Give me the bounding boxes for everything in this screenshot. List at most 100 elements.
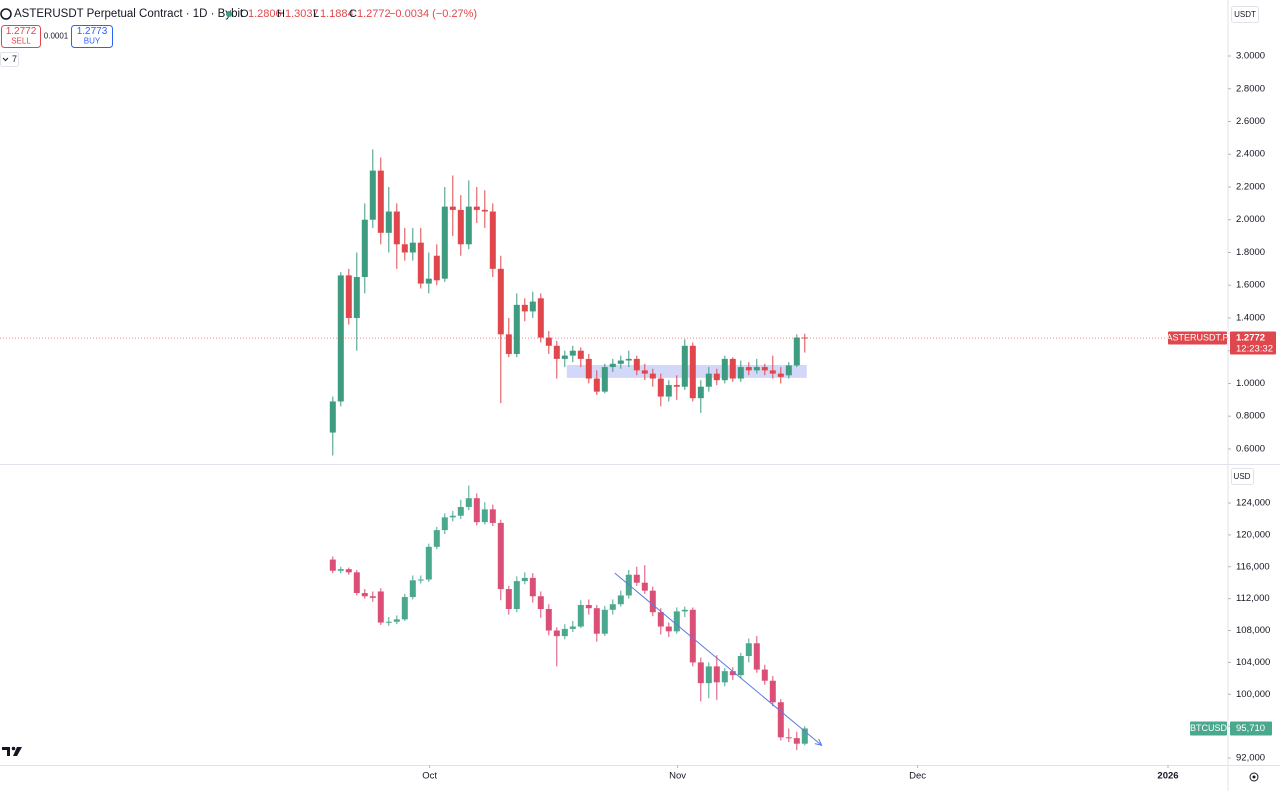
candle-body bbox=[481, 209, 488, 212]
candle-body bbox=[593, 378, 600, 392]
y-tick-label: 2.0000 bbox=[1236, 214, 1265, 225]
countdown: 12:23:32 bbox=[1236, 344, 1273, 355]
currency-box[interactable] bbox=[1231, 468, 1254, 485]
candle-body bbox=[641, 582, 648, 591]
ohlc-h: H bbox=[277, 8, 285, 20]
candle-body bbox=[697, 662, 704, 684]
candle-body bbox=[529, 577, 536, 597]
x-tick-label: Oct bbox=[422, 771, 437, 782]
candle-body bbox=[617, 595, 624, 605]
candle-body bbox=[585, 358, 592, 379]
candle-body bbox=[385, 211, 392, 233]
candle-body bbox=[601, 609, 608, 634]
candle-body bbox=[513, 581, 520, 610]
candle-body bbox=[489, 509, 496, 523]
candle-body bbox=[401, 597, 408, 620]
y-tick-label: 120,000 bbox=[1236, 529, 1270, 540]
candles bbox=[329, 149, 808, 456]
candle-body bbox=[409, 242, 416, 253]
candle-body bbox=[457, 506, 464, 516]
candle-body bbox=[441, 517, 448, 531]
candle-body bbox=[345, 569, 352, 573]
candle-body bbox=[561, 355, 568, 359]
sell-price: 1.2772 bbox=[6, 26, 37, 37]
candle-body bbox=[361, 593, 368, 597]
candle-body bbox=[769, 680, 776, 703]
candles bbox=[329, 485, 808, 751]
candle-body bbox=[481, 509, 488, 523]
candle-body bbox=[345, 275, 352, 318]
candle-body bbox=[401, 244, 408, 253]
candle-body bbox=[569, 626, 576, 629]
symbol-tag bbox=[1190, 721, 1227, 736]
candle-body bbox=[729, 358, 736, 379]
candle-body bbox=[649, 590, 656, 613]
candle-body bbox=[665, 626, 672, 632]
buy-label: BUY bbox=[84, 37, 101, 46]
ohlc-change: −0.0034 (−0.27%) bbox=[389, 8, 477, 20]
candle-body bbox=[513, 304, 520, 354]
candle-body bbox=[665, 385, 672, 397]
indicators-toggle[interactable] bbox=[0, 52, 19, 67]
candle-body bbox=[377, 591, 384, 623]
candle-body bbox=[657, 378, 664, 397]
candle-body bbox=[793, 738, 800, 744]
candle-body bbox=[497, 268, 504, 335]
buy-button[interactable] bbox=[71, 25, 113, 48]
buy-price: 1.2773 bbox=[77, 26, 108, 37]
settings-icon[interactable] bbox=[1249, 772, 1259, 782]
candle-body bbox=[449, 206, 456, 210]
currency-top: USDT bbox=[1234, 10, 1256, 19]
y-tick-label: 104,000 bbox=[1236, 657, 1270, 668]
candle-body bbox=[449, 515, 456, 518]
candle-body bbox=[361, 219, 368, 278]
y-tick-label: 2.2000 bbox=[1236, 181, 1265, 192]
candle-body bbox=[393, 619, 400, 622]
candle-body bbox=[793, 337, 800, 366]
candle-body bbox=[729, 671, 736, 676]
y-tick-label: 92,000 bbox=[1236, 753, 1265, 764]
candle-body bbox=[625, 358, 632, 361]
candle-body bbox=[489, 211, 496, 269]
candle-body bbox=[537, 298, 544, 338]
currency-bottom: USD bbox=[1234, 472, 1251, 481]
candle-body bbox=[545, 609, 552, 631]
currency-box[interactable] bbox=[1231, 6, 1259, 23]
y-tick-label: 2.6000 bbox=[1236, 116, 1265, 127]
x-tick-label: 2026 bbox=[1157, 771, 1178, 782]
y-tick-label: 2.8000 bbox=[1236, 83, 1265, 94]
candle-body bbox=[601, 367, 608, 392]
candle-body bbox=[689, 609, 696, 663]
candle-body bbox=[585, 605, 592, 609]
symbol-tag-text: ASTERUSDT.P bbox=[1166, 332, 1228, 342]
y-tick-label: 1.4000 bbox=[1236, 312, 1265, 323]
symbol-tag bbox=[1168, 331, 1227, 345]
candle-body bbox=[689, 345, 696, 399]
candle-body bbox=[745, 367, 752, 371]
candle-body bbox=[785, 737, 792, 739]
candle-body bbox=[593, 608, 600, 634]
y-tick-label: 108,000 bbox=[1236, 625, 1270, 636]
candle-body bbox=[753, 367, 760, 371]
candle-body bbox=[465, 206, 472, 245]
candle-body bbox=[697, 386, 704, 399]
price-tag bbox=[1230, 331, 1276, 355]
candle-body bbox=[425, 546, 432, 580]
market-status bbox=[226, 11, 232, 17]
spread: 0.0001 bbox=[44, 32, 69, 41]
ohlc-c: C bbox=[349, 8, 357, 20]
candle-body bbox=[681, 609, 688, 612]
candle-body bbox=[681, 345, 688, 387]
candle-body bbox=[521, 304, 528, 312]
candle-body bbox=[393, 211, 400, 245]
candle-body bbox=[721, 358, 728, 381]
candle-body bbox=[353, 572, 360, 594]
candle-body bbox=[369, 596, 376, 598]
candle-body bbox=[497, 522, 504, 590]
candle-body bbox=[737, 656, 744, 676]
candle-body bbox=[505, 589, 512, 610]
sell-button[interactable] bbox=[1, 25, 41, 48]
candle-body bbox=[617, 360, 624, 364]
candle-body bbox=[721, 671, 728, 683]
candle-body bbox=[353, 277, 360, 318]
